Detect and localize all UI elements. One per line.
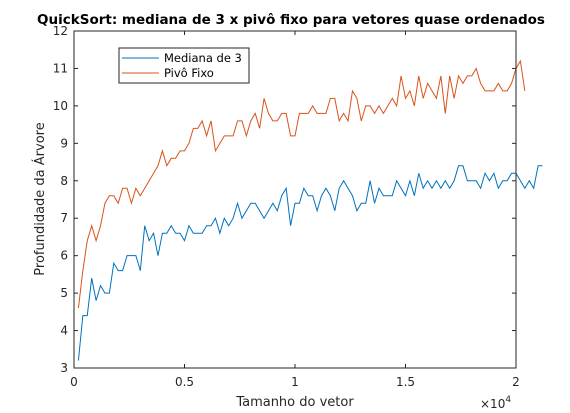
legend-label-mediana: Mediana de 3 (164, 51, 242, 65)
x-tick-label: 1 (291, 375, 299, 389)
legend: Mediana de 3 Pivô Fixo (118, 47, 250, 84)
x-axis-label: Tamanho do vetor (235, 395, 354, 410)
ticks-layer: 0 0.5 1 1.5 2 3 4 5 6 7 8 9 10 11 12 (53, 24, 520, 389)
x-tick-label: 0.5 (175, 375, 194, 389)
x-tick-label: 2 (512, 375, 520, 389)
series-layer (77, 59, 543, 361)
y-tick-label: 9 (60, 136, 68, 150)
y-tick-label: 12 (53, 24, 68, 38)
legend-label-pivo: Pivô Fixo (164, 66, 214, 80)
y-tick-label: 4 (60, 324, 68, 338)
y-tick-label: 6 (60, 249, 68, 263)
y-tick-label: 8 (60, 174, 68, 188)
x-axis-multiplier: ×104 (480, 395, 511, 411)
y-axis-label: Profundidade da Árvore (32, 122, 48, 275)
y-tick-label: 10 (53, 99, 68, 113)
series-line-1 (77, 59, 526, 309)
y-tick-label: 7 (60, 211, 68, 225)
legend-box (118, 47, 250, 84)
y-tick-label: 11 (53, 61, 68, 75)
x-tick-label: 1.5 (396, 375, 415, 389)
chart-title: QuickSort: mediana de 3 x pivô fixo para… (37, 12, 545, 28)
x-tick-label: 0 (70, 375, 78, 389)
y-tick-label: 3 (60, 361, 68, 375)
series-line-0 (77, 165, 543, 361)
y-tick-label: 5 (60, 286, 68, 300)
